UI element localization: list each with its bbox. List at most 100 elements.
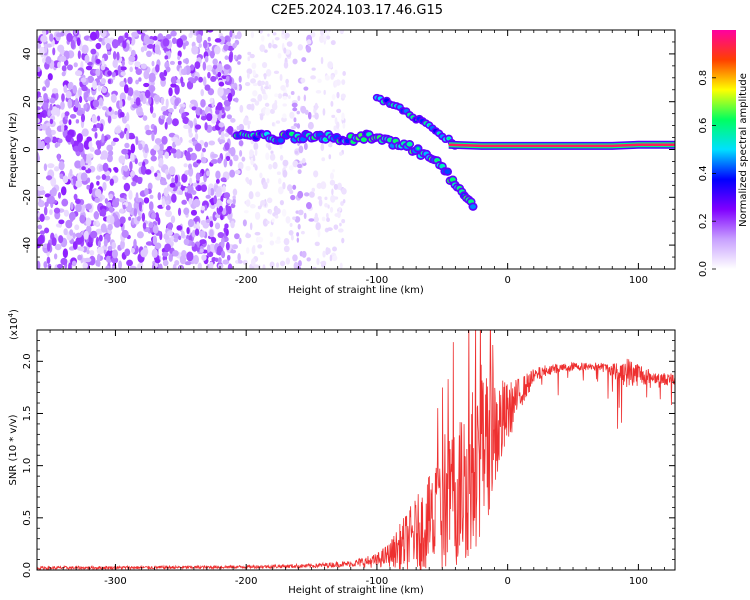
noise-blob [215,186,222,196]
noise-blob [129,161,133,171]
noise-blob [250,31,255,39]
noise-blob [43,206,48,216]
noise-blob [247,123,250,130]
noise-blob [107,51,112,56]
noise-blob [37,106,41,111]
x-tick-label: -300 [104,275,127,286]
noise-blob [226,114,232,120]
noise-blob [115,197,120,203]
noise-blob [314,102,318,111]
noise-blob [308,218,315,222]
noise-blob [212,58,218,66]
noise-blob [342,122,346,129]
noise-blob [169,182,176,188]
noise-blob [255,191,261,198]
noise-blob [142,222,147,230]
x-tick-label: -100 [366,576,389,587]
noise-blob [87,61,93,66]
noise-blob [190,64,195,71]
noise-blob [224,142,230,151]
noise-blob [189,120,194,129]
noise-blob [185,151,191,161]
noise-blob [245,199,251,207]
noise-blob [171,193,177,203]
noise-blob [286,184,293,192]
noise-blob [297,190,304,199]
noise-blob [68,119,72,126]
noise-blob [130,134,136,140]
noise-blob [143,70,150,80]
noise-blob [81,85,88,92]
noise-blob [39,230,45,235]
noise-blob [260,35,265,42]
noise-blob [101,57,105,67]
noise-blob [324,74,330,81]
noise-blob [296,110,300,115]
noise-blob [281,30,285,35]
noise-blob [325,247,331,255]
noise-blob [326,30,330,36]
noise-blob [179,255,187,265]
noise-blob [306,39,312,45]
noise-blob [251,246,256,255]
noise-blob [73,62,78,68]
noise-blob [199,248,204,253]
noise-blob [263,74,267,80]
noise-blob [37,112,45,118]
noise-blob [248,178,253,186]
y-tick-label: 40 [22,48,33,61]
noise-blob [122,40,127,49]
y-tick-label: 2.0 [22,353,33,369]
noise-blob [270,150,274,155]
noise-blob [86,184,90,190]
noise-blob [124,153,129,160]
noise-blob [164,243,171,252]
noise-blob [106,144,114,152]
noise-blob [114,167,119,173]
noise-blob [214,38,222,43]
noise-blob [100,30,107,38]
noise-blob [44,201,49,208]
noise-blob [50,129,56,136]
noise-blob [138,77,142,82]
noise-blob [264,102,270,107]
y-tick-label: 0.5 [22,510,33,526]
noise-blob [58,161,65,171]
noise-blob [269,261,275,268]
noise-blob [265,68,272,77]
noise-blob [44,215,51,221]
noise-blob [274,215,279,219]
noise-blob [180,76,184,84]
noise-blob [300,77,306,84]
noise-blob [109,178,114,186]
noise-blob [174,98,180,107]
noise-blob [171,177,175,185]
noise-blob [61,65,67,72]
noise-blob [323,34,327,38]
noise-blob [60,124,65,133]
noise-blob [157,217,161,226]
noise-blob [69,169,73,177]
noise-blob [257,80,262,87]
noise-blob [61,198,69,207]
noise-blob [218,205,224,213]
trace-core [447,137,451,140]
noise-blob [97,84,101,92]
noise-blob [92,80,97,90]
noise-blob [294,150,299,155]
noise-blob [223,88,231,95]
noise-blob [269,153,276,161]
noise-blob [275,207,281,215]
snr-background [37,330,675,570]
noise-blob [265,80,269,87]
noise-blob [123,84,129,94]
noise-blob [127,95,132,101]
noise-blob [296,237,300,243]
noise-blob [331,94,336,100]
noise-blob [303,86,309,91]
noise-blob [232,195,236,200]
noise-blob [246,68,253,75]
trace-core [290,132,294,136]
noise-blob [319,35,325,44]
noise-blob [196,159,202,164]
